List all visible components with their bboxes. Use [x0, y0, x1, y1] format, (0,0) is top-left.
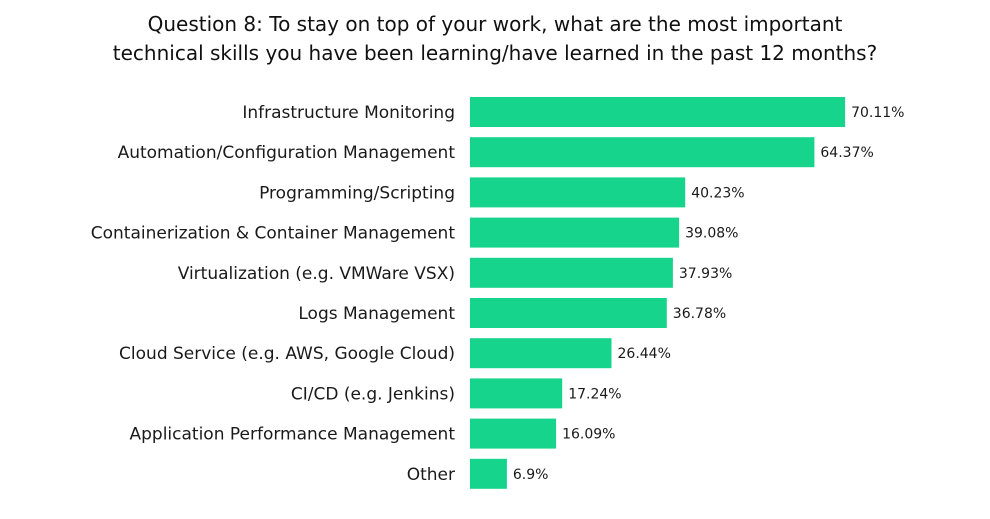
category-label-8: Application Performance Management: [129, 425, 455, 445]
bar-7: [470, 378, 563, 409]
value-label-9: 6.9%: [513, 467, 549, 483]
bar-4: [470, 257, 673, 288]
bar-8: [470, 418, 557, 449]
bar-2: [470, 177, 686, 208]
value-label-6: 26.44%: [618, 346, 671, 362]
value-label-3: 39.08%: [685, 226, 738, 242]
value-label-2: 40.23%: [691, 185, 744, 201]
category-label-1: Automation/Configuration Management: [118, 143, 456, 163]
value-label-0: 70.11%: [851, 105, 904, 121]
value-label-5: 36.78%: [673, 306, 726, 322]
value-label-4: 37.93%: [679, 266, 732, 282]
category-label-0: Infrastructure Monitoring: [242, 103, 455, 123]
category-label-5: Logs Management: [298, 304, 455, 324]
value-label-7: 17.24%: [568, 386, 621, 402]
category-label-3: Containerization & Container Management: [91, 224, 456, 244]
bar-1: [470, 137, 815, 168]
value-label-8: 16.09%: [562, 427, 615, 443]
chart-title-line-2: technical skills you have been learning/…: [112, 41, 878, 65]
category-label-2: Programming/Scripting: [259, 183, 455, 203]
bar-9: [470, 458, 507, 489]
bar-0: [470, 97, 846, 127]
chart-title-line-1: Question 8: To stay on top of your work,…: [147, 12, 843, 36]
category-label-4: Virtualization (e.g. VMWare VSX): [178, 264, 455, 284]
chart-title: Question 8: To stay on top of your work,…: [0, 10, 990, 68]
value-label-1: 64.37%: [820, 145, 873, 161]
category-label-7: CI/CD (e.g. Jenkins): [291, 384, 455, 404]
category-label-6: Cloud Service (e.g. AWS, Google Cloud): [119, 344, 455, 364]
bar-5: [470, 298, 667, 328]
category-label-9: Other: [407, 465, 455, 485]
bar-6: [470, 338, 612, 369]
bar-3: [470, 217, 680, 248]
